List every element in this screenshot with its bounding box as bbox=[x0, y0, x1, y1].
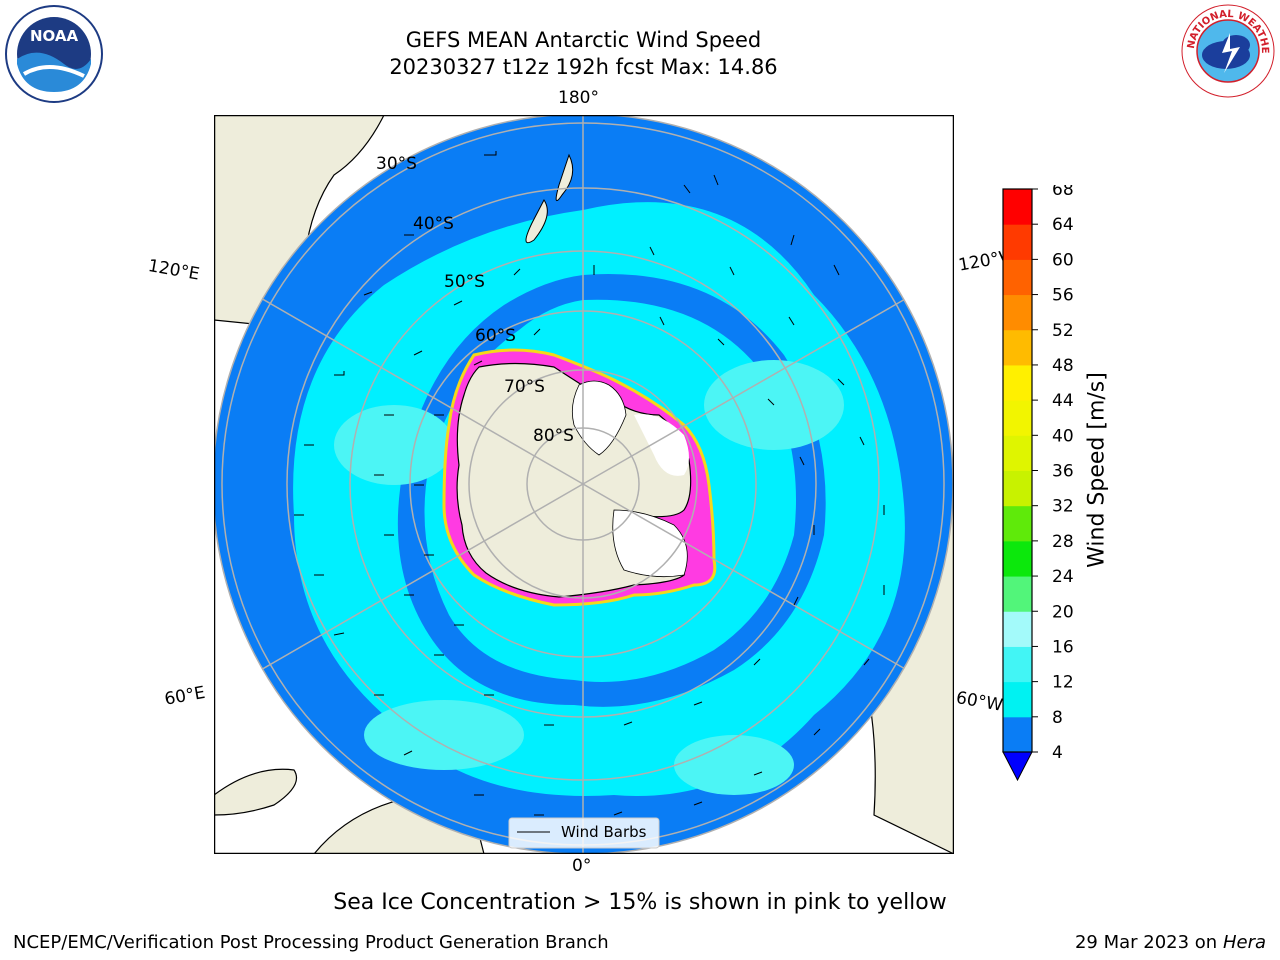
lat-label-60s: 60°S bbox=[475, 326, 516, 346]
colorbar-tick-label: 36 bbox=[1052, 462, 1074, 482]
colorbar-label: Wind Speed [m/s] bbox=[1084, 372, 1110, 568]
lat-label-30s: 30°S bbox=[376, 154, 417, 174]
colorbar-tick-label: 20 bbox=[1052, 602, 1074, 622]
colorbar-tick-label: 24 bbox=[1052, 567, 1074, 587]
lon-label-120e: 120°E bbox=[146, 256, 201, 285]
footer-machine: Hera bbox=[1222, 932, 1266, 953]
lon-label-60e: 60°E bbox=[163, 682, 207, 710]
colorbar-tick-label: 4 bbox=[1052, 743, 1063, 763]
colorbar-tick-label: 52 bbox=[1052, 321, 1074, 341]
footer-branch: NCEP/EMC/Verification Post Processing Pr… bbox=[13, 932, 609, 953]
lat-label-80s: 80°S bbox=[533, 426, 574, 446]
colorbar-tick-label: 40 bbox=[1052, 426, 1074, 446]
colorbar-cell bbox=[1003, 189, 1032, 225]
lon-label-180: 180° bbox=[558, 88, 599, 108]
chart-title: GEFS MEAN Antarctic Wind Speed bbox=[405, 28, 762, 52]
colorbar-cell bbox=[1003, 716, 1032, 753]
colorbar-cell bbox=[1003, 576, 1032, 612]
lat-label-70s: 70°S bbox=[504, 377, 545, 397]
colorbar-tick-label: 68 bbox=[1052, 185, 1074, 200]
colorbar-tick-label: 28 bbox=[1052, 532, 1074, 552]
colorbar-cell bbox=[1003, 540, 1032, 577]
colorbar-cell bbox=[1003, 505, 1032, 542]
colorbar-tick-label: 32 bbox=[1052, 497, 1074, 517]
colorbar-tick-label: 60 bbox=[1052, 250, 1074, 270]
legend-label: Wind Barbs bbox=[561, 823, 647, 841]
lon-label-0: 0° bbox=[572, 856, 592, 876]
wind-barbs-legend: Wind Barbs bbox=[508, 817, 660, 849]
colorbar-tick-label: 16 bbox=[1052, 637, 1074, 657]
colorbar-tick-label: 48 bbox=[1052, 356, 1074, 376]
colorbar-cell bbox=[1003, 294, 1032, 331]
colorbar-cell bbox=[1003, 400, 1032, 436]
lon-label-60w: 60°W bbox=[954, 688, 1004, 716]
colorbar-cell bbox=[1003, 364, 1032, 401]
lon-label-120w: 120°W bbox=[957, 248, 1006, 276]
colorbar-tick-label: 8 bbox=[1052, 708, 1063, 728]
map-frame: 30°S 40°S 50°S 60°S 70°S 80°S Wind Barbs bbox=[214, 115, 954, 854]
colorbar-cell bbox=[1003, 259, 1032, 296]
chart-subtitle: 20230327 t12z 192h fcst Max: 14.86 bbox=[389, 55, 778, 79]
colorbar-tick-label: 12 bbox=[1052, 673, 1074, 693]
colorbar-tick-label: 64 bbox=[1052, 215, 1074, 235]
colorbar: 4 8 12 16 20 24 28 32 36 40 44 48 52 56 60 64 68 bbox=[1000, 185, 1110, 785]
sea-ice-note: Sea Ice Concentration > 15% is shown in … bbox=[333, 890, 947, 915]
footer-date: 29 Mar 2023 on Hera bbox=[1075, 932, 1266, 953]
colorbar-tick-label: 56 bbox=[1052, 286, 1074, 306]
colorbar-tick-label: 44 bbox=[1052, 391, 1074, 411]
nws-logo: NATIONAL WEATHER SERVICE bbox=[1180, 3, 1276, 99]
colorbar-cell bbox=[1003, 611, 1032, 647]
colorbar-cell bbox=[1003, 435, 1032, 471]
colorbar-cell bbox=[1003, 646, 1032, 683]
colorbar-cell bbox=[1003, 224, 1032, 260]
lat-label-50s: 50°S bbox=[444, 272, 485, 292]
colorbar-cell bbox=[1003, 681, 1032, 718]
colorbar-cell bbox=[1003, 329, 1032, 366]
lat-label-40s: 40°S bbox=[413, 214, 454, 234]
footer-date-text: 29 Mar 2023 on bbox=[1074, 932, 1218, 953]
noaa-logo: NOAA bbox=[4, 4, 104, 104]
svg-text:NOAA: NOAA bbox=[30, 27, 79, 45]
colorbar-cell bbox=[1003, 470, 1032, 507]
